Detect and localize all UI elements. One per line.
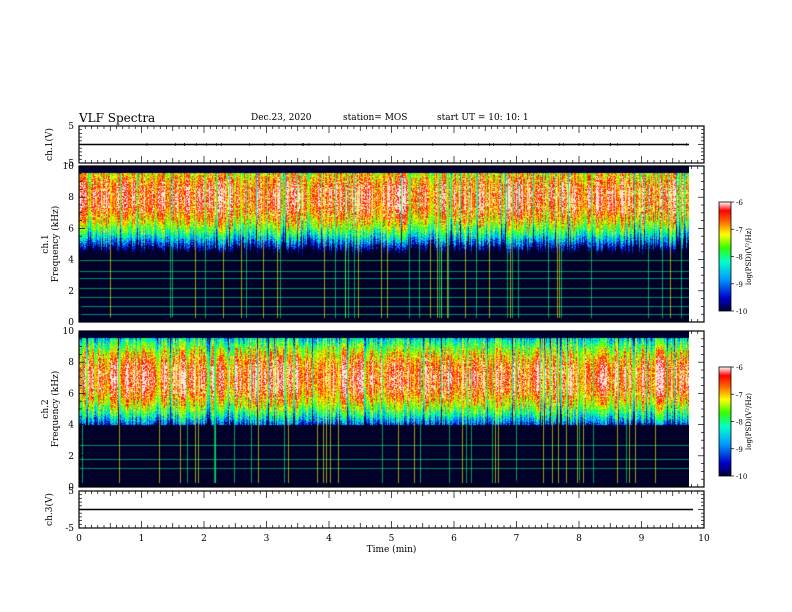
ch3-voltage-ylabel: ch.3(V)	[44, 493, 55, 526]
y-tick-label: 4	[68, 256, 74, 266]
ch1-voltage-ylabel: ch.1(V)	[44, 128, 55, 161]
colorbar-label: log(PSD)(V²/Hz)	[745, 228, 753, 285]
start-time-label: start UT = 10: 10: 1	[437, 113, 529, 123]
y-tick-label: 6	[68, 224, 74, 234]
y-tick-label: 6	[68, 389, 74, 399]
spectrogram-ylabel-frequency: Frequency (kHz)	[50, 371, 61, 448]
station-label: station= MOS	[343, 113, 408, 123]
x-axis-label: Time (min)	[367, 544, 417, 555]
colorbar-tick-label: -7	[736, 391, 743, 399]
y-tick-label: 8	[68, 358, 74, 368]
spectrogram-ylabel-frequency: Frequency (kHz)	[50, 206, 61, 283]
x-tick-label: 9	[639, 534, 645, 544]
y-tick-label: 0	[68, 483, 74, 493]
colorbar-label: log(PSD)(V²/Hz)	[745, 393, 753, 450]
colorbar-tick-label: -10	[736, 473, 747, 481]
x-tick-label: 8	[576, 534, 582, 544]
colorbar-tick-label: -6	[736, 199, 743, 207]
spectrogram-ylabel-channel: ch.2	[41, 399, 51, 418]
chart-title: VLF Spectra	[79, 111, 156, 125]
y-tick-label: 5	[68, 122, 74, 132]
colorbar-1	[718, 201, 732, 312]
colorbar-2	[718, 366, 732, 477]
y-tick-label: 2	[68, 452, 74, 462]
colorbar-tick-label: -8	[736, 419, 743, 427]
colorbar-tick-label: -6	[736, 364, 743, 372]
colorbar-tick-label: -9	[736, 446, 743, 454]
colorbar-tick-label: -10	[736, 308, 747, 316]
y-tick-label: 8	[68, 193, 74, 203]
x-tick-label: 4	[326, 534, 332, 544]
y-tick-label: 2	[68, 287, 74, 297]
y-tick-label: 10	[63, 162, 75, 172]
y-tick-label: 5	[68, 487, 74, 497]
y-tick-label: -5	[65, 524, 74, 534]
spectrogram-ch1	[79, 166, 689, 322]
x-tick-label: 1	[139, 534, 145, 544]
colorbar-tick-label: -7	[736, 226, 743, 234]
spectrogram-ylabel-channel: ch.1	[41, 234, 51, 253]
x-tick-label: 7	[514, 534, 520, 544]
x-tick-label: 6	[451, 534, 457, 544]
x-tick-label: 2	[201, 534, 207, 544]
colorbar-tick-label: -9	[736, 281, 743, 289]
y-tick-label: 10	[63, 327, 75, 337]
spectrogram-ch2	[79, 331, 689, 487]
colorbar-tick-label: -8	[736, 254, 743, 262]
x-tick-label: 0	[76, 534, 82, 544]
date-label: Dec.23, 2020	[251, 113, 312, 123]
y-tick-label: 0	[68, 318, 74, 328]
x-tick-label: 3	[264, 534, 270, 544]
y-tick-label: 4	[68, 421, 74, 431]
x-tick-label: 5	[389, 534, 395, 544]
y-tick-label: -5	[65, 159, 74, 169]
x-tick-label: 10	[698, 534, 710, 544]
